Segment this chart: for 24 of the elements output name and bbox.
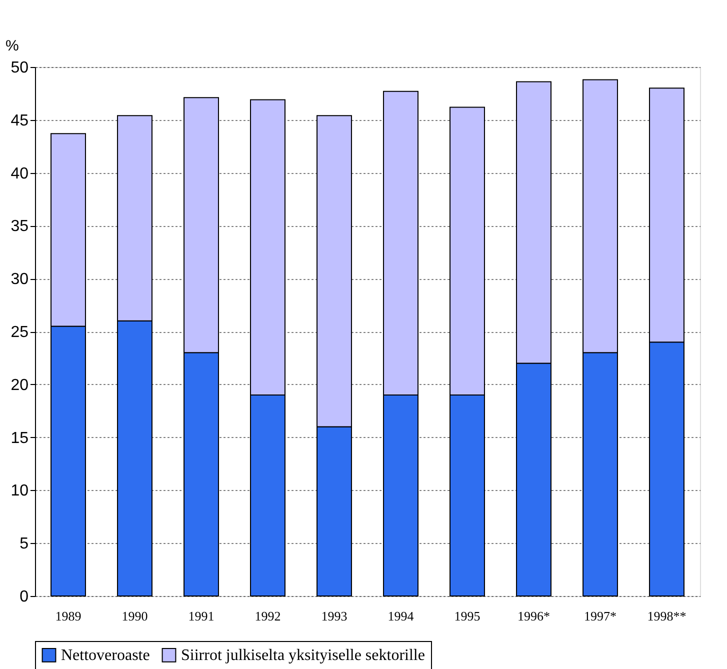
y-tick-label: 25 <box>10 324 29 341</box>
legend-label: Siirrot julkiselta yksityiselle sektorille <box>181 647 425 664</box>
y-tick-label: 20 <box>10 376 29 394</box>
legend-label: Nettoveroaste <box>61 647 150 664</box>
y-axis-title: % <box>6 38 19 54</box>
y-tick-label: 15 <box>10 430 29 447</box>
x-tick-label: 1992 <box>254 608 281 624</box>
x-tick-label: 1989 <box>55 608 82 624</box>
x-tick-label: 1995 <box>454 608 480 624</box>
y-tick-label: 5 <box>20 536 29 553</box>
y-tick-label: 30 <box>10 271 29 288</box>
y-tick-label: 45 <box>10 112 29 130</box>
x-tick-label: 1994 <box>388 608 414 624</box>
y-tick-label: 40 <box>10 165 29 182</box>
x-tick-label: 1993 <box>321 608 348 624</box>
y-tick-label: 10 <box>10 482 29 500</box>
y-tick-label: 50 <box>10 60 29 76</box>
y-tick-label: 0 <box>20 588 29 606</box>
x-tick-label: 1996* <box>518 608 550 624</box>
y-tick-label: 35 <box>10 218 29 236</box>
x-tick-label: 1991 <box>188 608 214 624</box>
x-tick-label: 1990 <box>122 608 148 624</box>
x-tick-label: 1998** <box>647 608 686 624</box>
x-tick-label: 1997* <box>584 608 616 624</box>
